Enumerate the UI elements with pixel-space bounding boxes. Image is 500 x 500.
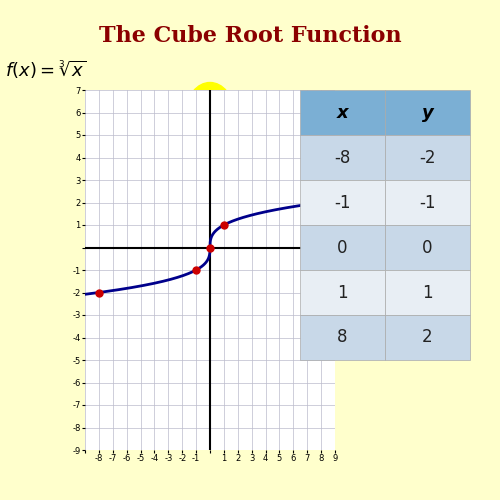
Text: The Cube Root Function: The Cube Root Function [98, 25, 402, 47]
Text: -1: -1 [419, 194, 436, 212]
Text: 1: 1 [422, 284, 433, 302]
Text: -2: -2 [419, 148, 436, 166]
Point [220, 221, 228, 229]
Text: 8: 8 [337, 328, 347, 346]
Text: -8: -8 [334, 148, 350, 166]
Point [317, 198, 325, 206]
Text: 0: 0 [337, 238, 347, 256]
Text: $f(x) = \sqrt[3]{x}$: $f(x) = \sqrt[3]{x}$ [5, 59, 86, 81]
Point [95, 288, 103, 296]
Text: x: x [336, 104, 348, 122]
Text: 2: 2 [422, 328, 433, 346]
Text: 0: 0 [422, 238, 433, 256]
Text: y: y [422, 104, 434, 122]
Text: -1: -1 [334, 194, 350, 212]
Point [192, 266, 200, 274]
Point [206, 244, 214, 252]
Text: 1: 1 [337, 284, 348, 302]
